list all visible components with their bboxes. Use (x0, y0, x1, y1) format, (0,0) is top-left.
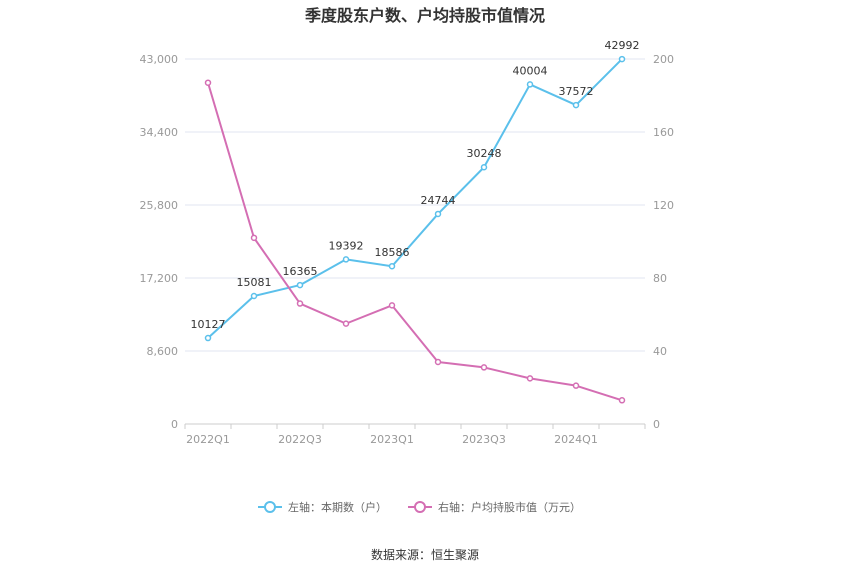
data-label: 42992 (605, 39, 640, 52)
data-label: 19392 (329, 239, 364, 252)
point-avg-value (572, 382, 580, 389)
data-labels: 10127 15081 16365 19392 18586 24744 30248 40004… (191, 39, 640, 331)
y-left-tick-label: 17,200 (140, 272, 179, 285)
point-holders (296, 281, 304, 289)
point-holders (342, 256, 350, 263)
point-avg-value (526, 375, 534, 382)
x-tick-label: 2024Q1 (554, 433, 598, 446)
x-tick-label: 2023Q3 (462, 433, 506, 446)
point-holders (250, 292, 258, 300)
y-left-tick-label: 8,600 (147, 345, 179, 358)
y-right-tick-label: 160 (653, 126, 674, 139)
data-label: 40004 (513, 64, 548, 77)
x-tick-label: 2022Q3 (278, 433, 322, 446)
series-line-holders (207, 58, 623, 339)
point-holders (618, 55, 626, 63)
y-left-tick-label: 43,000 (140, 53, 179, 66)
y-left-tick-label: 0 (171, 418, 178, 431)
data-label: 37572 (559, 85, 594, 98)
point-holders (388, 262, 396, 270)
y-right-tick-label: 200 (653, 53, 674, 66)
y-right-tick-label: 0 (653, 418, 660, 431)
point-avg-value (296, 300, 304, 307)
point-avg-value (250, 234, 258, 242)
point-avg-value (342, 320, 350, 327)
data-label: 30248 (467, 147, 502, 160)
data-label: 16365 (283, 265, 318, 278)
y-right-tick-label: 40 (653, 345, 667, 358)
source-note: 数据来源：恒生聚源 (371, 547, 479, 562)
legend[interactable]: 左轴：本期数（户） 右轴：户均持股市值（万元） (258, 500, 581, 514)
data-label: 24744 (421, 194, 456, 207)
grid (185, 58, 645, 352)
point-holders (572, 101, 580, 109)
legend-item[interactable]: 左轴：本期数（户） (258, 500, 387, 514)
legend-label: 右轴：户均持股市值（万元） (438, 500, 581, 514)
x-tick-label: 2023Q1 (370, 433, 414, 446)
point-avg-value (388, 302, 396, 309)
point-avg-value (480, 364, 488, 371)
point-avg-value (618, 397, 626, 404)
legend-label: 左轴：本期数（户） (288, 500, 387, 514)
axes: 0 8,600 17,200 25,800 34,400 43,000 0 40 80 120 16… (140, 53, 675, 446)
legend-circle-symbol (414, 501, 426, 513)
point-holders (204, 334, 212, 342)
legend-item[interactable]: 右轴：户均持股市值（万元） (408, 500, 581, 514)
data-label: 10127 (191, 318, 226, 331)
data-label: 18586 (375, 246, 410, 259)
y-right-tick-label: 120 (653, 199, 674, 212)
point-holders (480, 163, 488, 171)
point-avg-value (434, 358, 442, 366)
point-avg-value (204, 79, 212, 86)
chart-title: 季度股东户数、户均持股市值情况 (304, 6, 545, 25)
series-layer (204, 55, 626, 404)
data-label: 15081 (237, 276, 272, 289)
point-holders (526, 81, 534, 88)
x-tick-label: 2022Q1 (186, 433, 230, 446)
y-left-tick-label: 34,400 (140, 126, 179, 139)
legend-circle-symbol (264, 501, 276, 513)
point-holders (434, 210, 442, 218)
series-line-avg-value (207, 82, 623, 402)
y-left-tick-label: 25,800 (140, 199, 179, 212)
y-right-tick-label: 80 (653, 272, 667, 285)
